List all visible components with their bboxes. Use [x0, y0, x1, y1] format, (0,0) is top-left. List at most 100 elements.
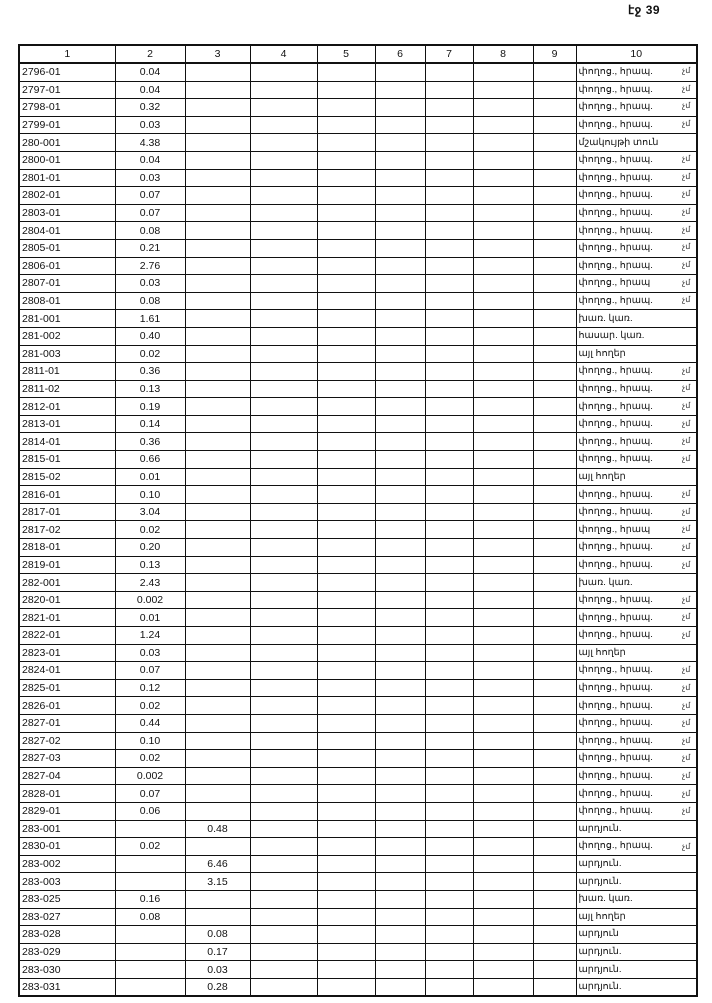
empty-cell [532, 749, 577, 768]
column-2-cell: 0.66 [114, 450, 186, 469]
column-2-cell: 1.24 [114, 626, 186, 645]
table-row: 2797-01 0.04 փողոց., հրապ. [18, 80, 698, 100]
column-3-cell [184, 379, 251, 399]
margin-mark [682, 908, 712, 926]
empty-cell [249, 450, 318, 469]
empty-cell [532, 133, 577, 152]
land-use-cell: այլ հողեր [575, 643, 698, 663]
table-row: 2804-01 0.08 փողոց., հրապ. [18, 221, 698, 240]
column-2-cell: 0.07 [114, 186, 186, 205]
empty-cell [374, 291, 426, 311]
empty-cell [472, 362, 534, 381]
margin-mark: չմ [682, 594, 691, 604]
empty-cell [249, 344, 318, 364]
empty-cell [316, 731, 376, 751]
empty-cell [472, 485, 534, 504]
parcel-id-cell: 2800-01 [18, 150, 116, 170]
empty-cell [249, 397, 318, 416]
table-row: 2811-01 0.36 փողոց., հրապ. [18, 362, 698, 381]
empty-cell [316, 168, 376, 188]
empty-cell [249, 713, 318, 733]
table-row: 281-003 0.02 այլ հողեր [18, 344, 698, 364]
empty-cell [249, 872, 318, 891]
empty-cell [532, 872, 577, 891]
empty-cell [316, 801, 376, 821]
column-3-cell [184, 362, 251, 381]
land-use-cell: փողոց., հրապ. [575, 731, 698, 751]
column-3-cell [184, 502, 251, 522]
parcel-id-cell: 280-001 [18, 133, 116, 152]
empty-cell [472, 520, 534, 540]
empty-cell [532, 326, 577, 346]
empty-cell [316, 133, 376, 152]
empty-cell [316, 80, 376, 100]
empty-cell [472, 62, 534, 82]
column-3-cell [184, 696, 251, 715]
empty-cell [249, 889, 318, 909]
parcel-id-cell: 283-002 [18, 854, 116, 874]
empty-cell [532, 626, 577, 645]
parcel-id-cell: 2817-02 [18, 520, 116, 540]
column-header: 6 [374, 44, 426, 64]
land-use-cell: խառ. կառ. [575, 309, 698, 328]
column-3-cell [184, 397, 251, 416]
parcel-id-cell: 2815-01 [18, 450, 116, 469]
margin-mark: չմ [682, 788, 691, 798]
empty-cell [249, 925, 318, 944]
table-row: 283-030 0.03 արդյուն. [18, 960, 698, 979]
table-row: 280-001 4.38 մշակույթի տուն [18, 133, 698, 152]
column-3-cell [184, 274, 251, 293]
column-2-cell: 0.40 [114, 326, 186, 346]
empty-cell [424, 432, 474, 452]
empty-cell [249, 766, 318, 786]
column-3-cell [184, 678, 251, 698]
empty-cell [472, 256, 534, 276]
land-use-cell: փողոց., հրապ. [575, 397, 698, 416]
empty-cell [374, 819, 426, 839]
column-2-cell: 0.08 [114, 221, 186, 240]
empty-cell [532, 977, 577, 997]
empty-cell [424, 168, 474, 188]
table-row: 2812-01 0.19 փողոց., հրապ. [18, 397, 698, 416]
column-3-cell [184, 590, 251, 610]
empty-cell [472, 432, 534, 452]
empty-cell [472, 326, 534, 346]
empty-cell [249, 942, 318, 962]
land-use-cell: խառ. կառ. [575, 573, 698, 592]
column-2-cell: 4.38 [114, 133, 186, 152]
table-row: 2829-01 0.06 փողոց., հրապ. [18, 801, 698, 821]
empty-cell [374, 133, 426, 152]
column-2-cell [114, 819, 186, 839]
empty-cell [472, 608, 534, 627]
land-use-cell: փողոց., հրապ. [575, 238, 698, 258]
empty-cell [472, 573, 534, 592]
empty-cell [424, 362, 474, 381]
empty-cell [472, 309, 534, 328]
empty-cell [374, 256, 426, 276]
land-use-cell: փողոց., հրապ. [575, 221, 698, 240]
parcel-id-cell: 2826-01 [18, 696, 116, 715]
column-2-cell [114, 960, 186, 979]
empty-cell [249, 696, 318, 715]
column-3-cell [184, 186, 251, 205]
empty-cell [249, 590, 318, 610]
parcel-id-cell: 2796-01 [18, 62, 116, 82]
land-use-cell: փողոց., հրապ. [575, 766, 698, 786]
parcel-id-cell: 2806-01 [18, 256, 116, 276]
margin-mark: չմ [682, 418, 691, 428]
column-header: 2 [114, 44, 186, 64]
empty-cell [472, 414, 534, 434]
column-header: 8 [472, 44, 534, 64]
empty-cell [374, 203, 426, 223]
empty-cell [316, 590, 376, 610]
margin-mark [682, 644, 712, 662]
empty-cell [472, 274, 534, 293]
margin-mark [682, 873, 712, 891]
column-3-cell [184, 432, 251, 452]
table-row: 2814-01 0.36 փողոց., հրապ. [18, 432, 698, 452]
empty-cell [316, 819, 376, 839]
empty-cell [472, 133, 534, 152]
empty-cell [316, 450, 376, 469]
empty-cell [532, 520, 577, 540]
empty-cell [532, 555, 577, 575]
